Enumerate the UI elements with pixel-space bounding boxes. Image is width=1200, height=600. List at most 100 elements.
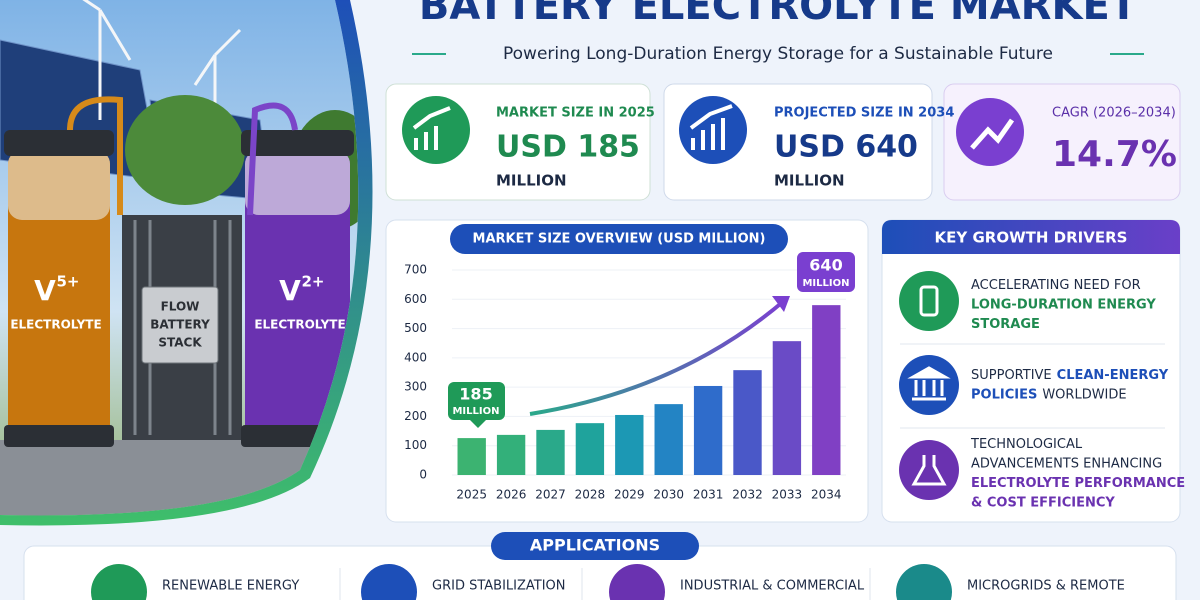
bar [812,305,841,475]
y-tick-label: 100 [404,438,427,452]
y-tick-label: 600 [404,292,427,306]
hero-image-part [141,286,219,364]
x-tick-label: 2031 [693,488,724,502]
hero-image-part-part [193,54,217,86]
tank-charge: 2+ [301,273,324,291]
y-tick-label: 700 [404,263,427,277]
drivers-title: KEY GROWTH DRIVERS [935,229,1128,247]
application-icons-part [609,564,665,600]
hero-image-part [245,150,350,440]
driver-icons-part [907,366,951,401]
hero-image-part [4,130,114,156]
stat-label: MARKET SIZE IN 2025 [496,106,655,121]
y-tick-label: 400 [404,350,427,364]
hero-image-part [4,425,114,447]
y-tick-label: 500 [404,321,427,335]
stat-cards-part [970,118,1015,150]
driver-icons-part [899,355,959,415]
driver-text: WORLDWIDE [1042,387,1126,402]
hero-image-part [8,150,110,220]
application-icons [91,564,952,600]
application: MICROGRIDS & REMOTE [967,579,1125,594]
x-tick-label: 2033 [772,488,803,502]
driver-text: CLEAN-ENERGY [1057,368,1169,383]
image-labels: V 5+ ELECTROLYTE V 2+ ELECTROLYTE FLOW B… [10,273,345,350]
chart-title: MARKET SIZE OVERVIEW (USD MILLION) [473,232,766,247]
annotation: 185 [459,385,492,404]
driver-icons-part [899,271,959,331]
tank-charge: 5+ [56,273,79,291]
hero-image [0,0,359,516]
stat-value: USD 185 [496,130,640,165]
trend-arrowhead [772,296,790,312]
trend-arrow [529,298,787,416]
driver-line: STORAGE [971,317,1040,332]
y-tick-label: 300 [404,380,427,394]
plot: 0 100 200 300 400 500 600 700 2025 2026 2027 2028 20… [404,263,846,502]
driver-text: TECHNOLOGICAL [970,437,1083,452]
subtitle: Powering Long-Duration Energy Storage fo… [503,44,1053,64]
bar [654,404,683,475]
annotation: MILLION [452,406,499,417]
hero-image-part [67,96,123,215]
stat-label: CAGR (2026–2034) [1052,106,1176,121]
bar [496,434,526,475]
driver-line: ADVANCEMENTS ENHANCING [971,456,1162,471]
hero-image-part [245,150,350,215]
bar [772,341,802,475]
driver-icons-part [899,440,959,500]
driver-text: ELECTROLYTE PERFORMANCE [971,476,1185,491]
callout-pointer [470,420,486,428]
callout [448,382,505,420]
title: BATTERY ELECTROLYTE MARKET [419,0,1138,29]
application-icons-part [91,564,147,600]
application: RENEWABLE ENERGY [162,579,299,594]
stat-cards-part [689,104,733,150]
driver-icons [899,271,1165,500]
x-tick-label: 2028 [575,488,606,502]
stat-cards [385,83,1181,201]
applications-title: APPLICATIONS [530,536,660,555]
hero-image-part [241,130,354,156]
hero-image-part-part [213,28,242,57]
applications-pill [491,532,699,560]
hero-image-part [8,150,110,440]
callout [797,252,855,292]
x-tick-label: 2027 [535,488,566,502]
bar [536,429,565,475]
application-icons-part [361,564,417,600]
stat-value: 14.7% [1052,134,1177,175]
bar [693,385,723,475]
bar [615,414,644,475]
x-tick-label: 2034 [811,488,842,502]
bar [457,438,486,475]
x-tick-label: 2029 [614,488,645,502]
stat-unit: MILLION [774,172,845,190]
stat-unit: MILLION [496,172,567,190]
stat-cards-part [412,106,451,150]
x-tick-label: 2030 [653,488,684,502]
driver-line: POLICIES WORLDWIDE [971,387,1127,402]
driver-line: SUPPORTIVE CLEAN-ENERGY [971,368,1169,383]
x-tick-label: 2032 [732,488,763,502]
driver-text: SUPPORTIVE [971,368,1052,383]
hero-image-part [247,102,298,216]
application: GRID STABILIZATION [432,579,566,594]
driver-icons-part [919,285,939,317]
stack-label: STACK [158,336,202,350]
driver-text: ADVANCEMENTS ENHANCING [971,456,1162,471]
stack-label: BATTERY [150,318,210,332]
tank-label: ELECTROLYTE [254,318,345,332]
tank-label: ELECTROLYTE [10,318,101,332]
driver-line: TECHNOLOGICAL [970,437,1083,452]
hero-image-part-part [98,9,132,61]
y-tick-label: 0 [419,468,427,482]
hero-image-part [125,95,245,205]
driver-text: ACCELERATING NEED FOR [971,278,1141,293]
stack-label: FLOW [161,300,200,314]
application: INDUSTRIAL & COMMERCIAL [680,579,865,594]
hero-image-part-part [69,0,101,12]
driver-text: LONG-DURATION ENERGY [971,297,1156,312]
